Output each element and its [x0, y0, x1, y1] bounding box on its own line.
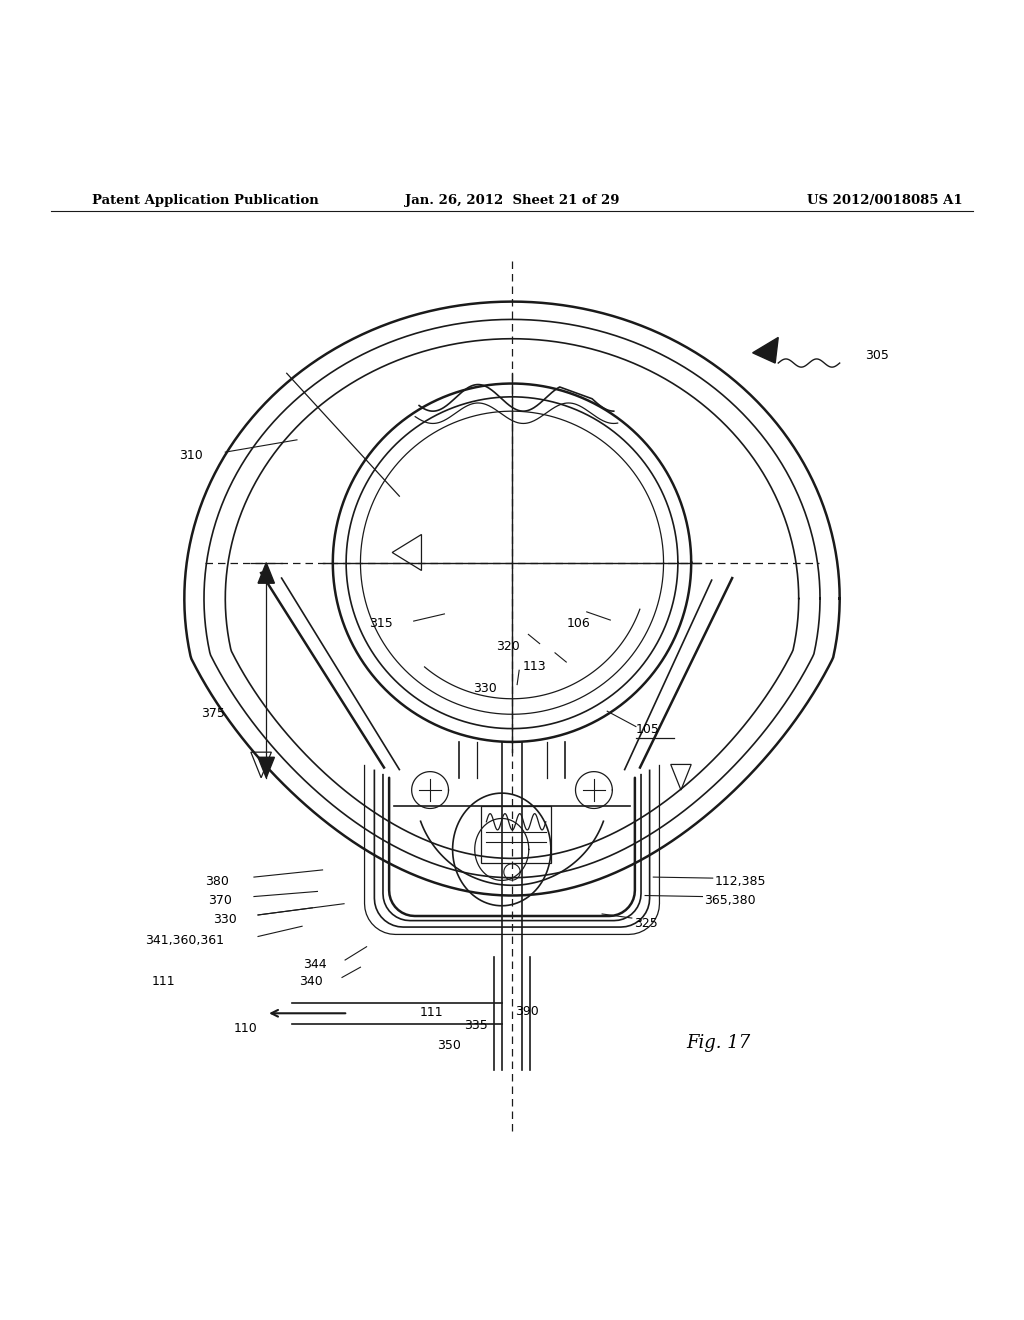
Text: 325: 325: [634, 916, 657, 929]
Polygon shape: [753, 338, 778, 363]
Text: 365,380: 365,380: [705, 894, 756, 907]
Text: Patent Application Publication: Patent Application Publication: [92, 194, 318, 207]
Text: 305: 305: [865, 350, 889, 363]
Text: 315: 315: [369, 616, 392, 630]
Text: 111: 111: [420, 1006, 443, 1019]
Text: 344: 344: [303, 957, 327, 970]
Text: 320: 320: [496, 640, 519, 653]
Text: 111: 111: [152, 975, 175, 989]
Text: 335: 335: [464, 1019, 487, 1032]
Text: 340: 340: [299, 975, 323, 989]
Text: 112,385: 112,385: [715, 875, 766, 887]
Bar: [481, 807, 551, 863]
Text: Jan. 26, 2012  Sheet 21 of 29: Jan. 26, 2012 Sheet 21 of 29: [404, 194, 620, 207]
Text: 380: 380: [205, 875, 228, 887]
Text: 390: 390: [515, 1005, 539, 1018]
Text: 350: 350: [437, 1039, 461, 1052]
Text: 370: 370: [208, 894, 231, 907]
Text: 106: 106: [566, 616, 590, 630]
Text: 105: 105: [636, 723, 659, 737]
Text: 330: 330: [213, 912, 237, 925]
Text: 375: 375: [201, 706, 224, 719]
Text: 113: 113: [522, 660, 546, 673]
Text: 330: 330: [473, 682, 497, 696]
Polygon shape: [258, 562, 274, 583]
Polygon shape: [258, 758, 274, 777]
Text: 310: 310: [179, 449, 203, 462]
Text: US 2012/0018085 A1: US 2012/0018085 A1: [807, 194, 963, 207]
Text: 341,360,361: 341,360,361: [145, 935, 224, 946]
Text: 110: 110: [233, 1022, 257, 1035]
Text: Fig. 17: Fig. 17: [686, 1034, 751, 1052]
